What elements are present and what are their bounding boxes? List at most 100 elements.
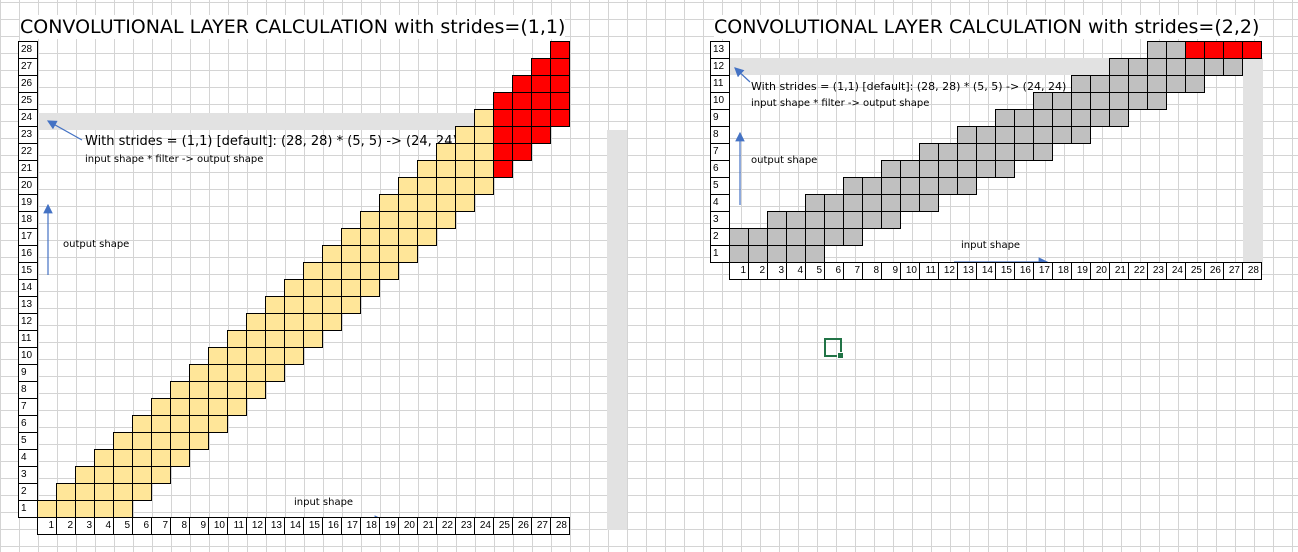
annotation-strides-1: With strides = (1,1) [default]: (28, 28)… — [85, 134, 458, 149]
filter-cell-1 — [208, 347, 228, 365]
x-tick-2-19: 19 — [1071, 262, 1091, 280]
filter-cell-1 — [227, 381, 247, 399]
filter-cell-2 — [1014, 126, 1034, 144]
filter-cell-2 — [786, 211, 806, 229]
x-tick-2-28: 28 — [1242, 262, 1262, 280]
filter-cell-1 — [417, 160, 437, 178]
filter-cell-2 — [938, 160, 958, 178]
x-tick-1-19: 19 — [379, 517, 399, 535]
y-tick-1-8: 8 — [18, 381, 38, 399]
filter-cell-1 — [322, 296, 342, 314]
selected-cell-cursor[interactable] — [824, 338, 844, 359]
x-tick-1-14: 14 — [284, 517, 304, 535]
x-tick-2-22: 22 — [1128, 262, 1148, 280]
x-tick-1-16: 16 — [322, 517, 342, 535]
filter-cell-1 — [303, 279, 323, 297]
filter-cell-1 — [113, 500, 133, 518]
y-tick-1-6: 6 — [18, 415, 38, 433]
filter-cell-1 — [436, 177, 456, 195]
filter-cell-1 — [246, 330, 266, 348]
x-tick-2-5: 5 — [805, 262, 825, 280]
filter-cell-1 — [303, 313, 323, 331]
filter-cell-1 — [94, 449, 114, 467]
filter-cell-1 — [436, 194, 456, 212]
filter-cell-1 — [151, 415, 171, 433]
x-note-strides-1: input shape — [294, 497, 354, 508]
filter-cell-1 — [246, 381, 266, 399]
filter-cell-1 — [113, 466, 133, 484]
x-tick-1-2: 2 — [56, 517, 76, 535]
x-tick-1-18: 18 — [360, 517, 380, 535]
x-tick-2-10: 10 — [900, 262, 920, 280]
filter-cell-1 — [246, 364, 266, 382]
filter-cell-1 — [132, 466, 152, 484]
filter-cell-1 — [284, 296, 304, 314]
filter-cell-1 — [493, 126, 513, 144]
filter-cell-2 — [805, 194, 825, 212]
y-tick-1-18: 18 — [18, 211, 38, 229]
x-tick-2-9: 9 — [881, 262, 901, 280]
filter-cell-1 — [227, 347, 247, 365]
filter-cell-2 — [938, 143, 958, 161]
filter-cell-1 — [341, 245, 361, 263]
filter-cell-1 — [379, 194, 399, 212]
x-tick-2-26: 26 — [1204, 262, 1224, 280]
x-tick-2-1: 1 — [729, 262, 749, 280]
y-tick-2-5: 5 — [710, 177, 730, 195]
filter-cell-1 — [341, 296, 361, 314]
overflow-cell-1 — [550, 58, 570, 76]
x-tick-1-17: 17 — [341, 517, 361, 535]
filter-cell-1 — [493, 143, 513, 161]
filter-cell-2 — [1147, 92, 1167, 110]
filter-cell-1 — [151, 449, 171, 467]
filter-cell-2 — [957, 126, 977, 144]
filter-cell-1 — [455, 177, 475, 195]
filter-cell-1 — [455, 160, 475, 178]
x-tick-2-6: 6 — [824, 262, 844, 280]
y-tick-2-8: 8 — [710, 126, 730, 144]
filter-cell-2 — [843, 228, 863, 246]
y-tick-1-5: 5 — [18, 432, 38, 450]
filter-cell-1 — [493, 160, 513, 178]
filter-cell-2 — [881, 194, 901, 212]
filter-cell-1 — [170, 381, 190, 399]
y-tick-1-17: 17 — [18, 228, 38, 246]
y-tick-1-24: 24 — [18, 109, 38, 127]
overflow-cell-1 — [512, 92, 532, 110]
x-tick-1-6: 6 — [132, 517, 152, 535]
filter-cell-2 — [1109, 109, 1129, 127]
overflow-cell-2 — [1204, 41, 1224, 59]
filter-cell-1 — [322, 313, 342, 331]
filter-cell-1 — [398, 194, 418, 212]
filter-cell-2 — [919, 194, 939, 212]
filter-cell-1 — [341, 228, 361, 246]
filter-cell-1 — [151, 466, 171, 484]
filter-cell-1 — [189, 364, 209, 382]
filter-cell-1 — [132, 449, 152, 467]
y-tick-1-1: 1 — [18, 500, 38, 518]
filter-cell-1 — [436, 160, 456, 178]
y-tick-1-2: 2 — [18, 483, 38, 501]
chart-title-strides-2: CONVOLUTIONAL LAYER CALCULATION with str… — [714, 15, 1260, 39]
filter-cell-2 — [1128, 75, 1148, 93]
y-tick-1-12: 12 — [18, 313, 38, 331]
filter-cell-1 — [132, 483, 152, 501]
filter-cell-1 — [265, 313, 285, 331]
filter-cell-1 — [474, 109, 494, 127]
filter-cell-1 — [132, 432, 152, 450]
annotation-sub-strides-2: input shape * filter -> output shape — [751, 98, 930, 109]
annotation-sub-strides-1: input shape * filter -> output shape — [85, 154, 264, 165]
filter-cell-2 — [1090, 109, 1110, 127]
filter-cell-2 — [1147, 75, 1167, 93]
filter-cell-1 — [398, 228, 418, 246]
y-tick-1-4: 4 — [18, 449, 38, 467]
filter-cell-1 — [360, 245, 380, 263]
overflow-cell-1 — [512, 75, 532, 93]
filter-cell-2 — [767, 228, 787, 246]
filter-cell-2 — [1033, 143, 1053, 161]
overflow-cell-1 — [493, 92, 513, 110]
filter-cell-1 — [493, 109, 513, 127]
highlight-band-top-1 — [37, 113, 526, 130]
filter-cell-2 — [1128, 58, 1148, 76]
y-note-strides-2: output shape — [751, 155, 818, 166]
